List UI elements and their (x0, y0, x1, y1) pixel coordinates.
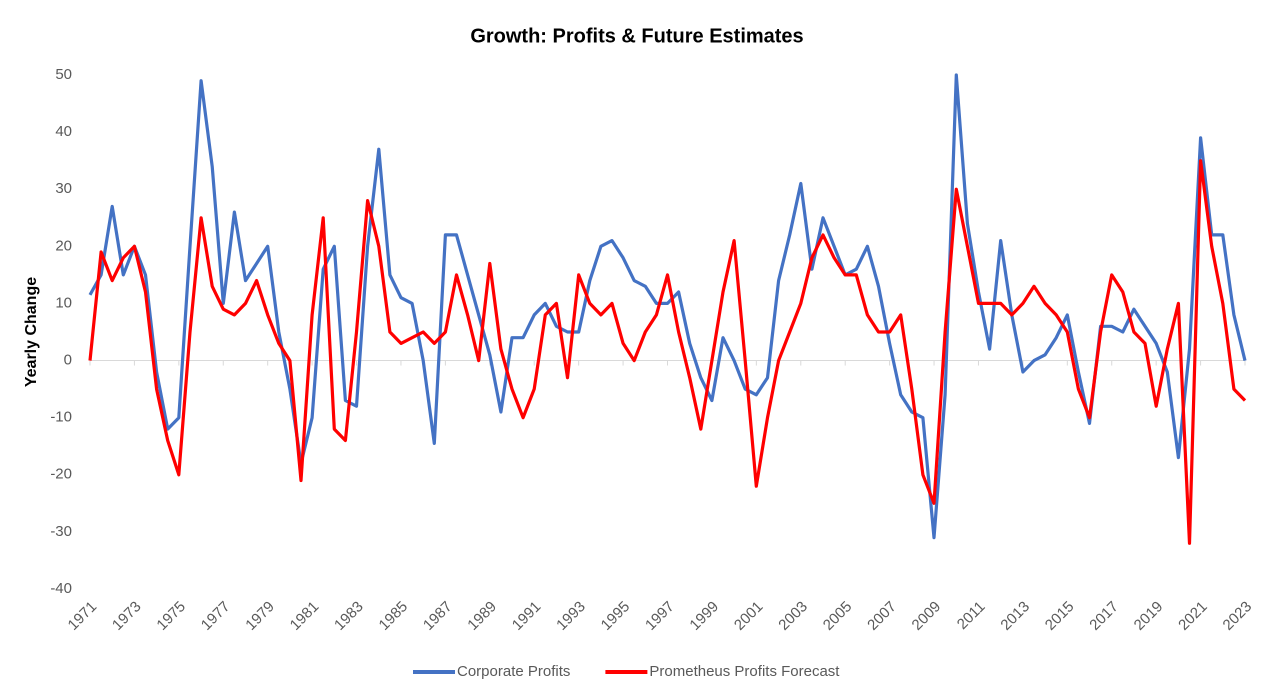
x-tick-label: 1999 (686, 598, 722, 634)
x-tick-label: 2011 (954, 598, 989, 633)
x-tick-label: 1977 (198, 598, 234, 634)
y-tick-label: 50 (55, 66, 72, 83)
x-tick-label: 1997 (642, 598, 678, 634)
y-tick-label: 0 (64, 352, 72, 369)
x-tick-label: 1971 (65, 598, 101, 634)
y-tick-label: -40 (50, 580, 72, 597)
x-tick-label: 2015 (1042, 598, 1078, 634)
x-tick-label: 2003 (775, 598, 811, 634)
x-tick-label: 1995 (598, 598, 634, 634)
y-tick-label: -30 (50, 523, 72, 540)
x-tick-label: 2013 (997, 598, 1033, 634)
x-tick-label: 1987 (420, 598, 456, 634)
y-tick-label: 30 (55, 180, 72, 197)
x-tick-label: 2009 (909, 598, 945, 634)
y-tick-label: 20 (55, 237, 72, 254)
x-tick-label: 2019 (1131, 598, 1167, 634)
legend-label: Prometheus Profits Forecast (649, 663, 840, 680)
x-tick-label: 2001 (731, 598, 767, 634)
chart-title: Growth: Profits & Future Estimates (470, 25, 803, 47)
x-tick-label: 1983 (331, 598, 367, 634)
x-tick-label: 1985 (376, 598, 412, 634)
series-line (88, 159, 1247, 545)
x-tick-label: 2021 (1175, 598, 1211, 634)
x-tick-label: 2017 (1086, 598, 1122, 634)
y-tick-label: 10 (55, 294, 72, 311)
y-tick-label: -20 (50, 466, 72, 483)
y-axis-label: Yearly Change (23, 277, 40, 387)
legend-label: Corporate Profits (457, 663, 570, 680)
x-tick-label: 2023 (1220, 598, 1256, 634)
x-tick-label: 2007 (864, 598, 900, 634)
x-tick-label: 2005 (820, 598, 856, 634)
y-tick-label: 40 (55, 123, 72, 140)
x-tick-label: 1991 (509, 598, 545, 634)
x-tick-label: 1979 (242, 598, 278, 634)
x-tick-label: 1973 (109, 598, 145, 634)
x-tick-label: 1989 (464, 598, 500, 634)
x-tick-label: 1981 (287, 598, 323, 634)
y-tick-label: -10 (50, 409, 72, 426)
x-tick-label: 1975 (153, 598, 189, 634)
x-tick-label: 1993 (553, 598, 589, 634)
